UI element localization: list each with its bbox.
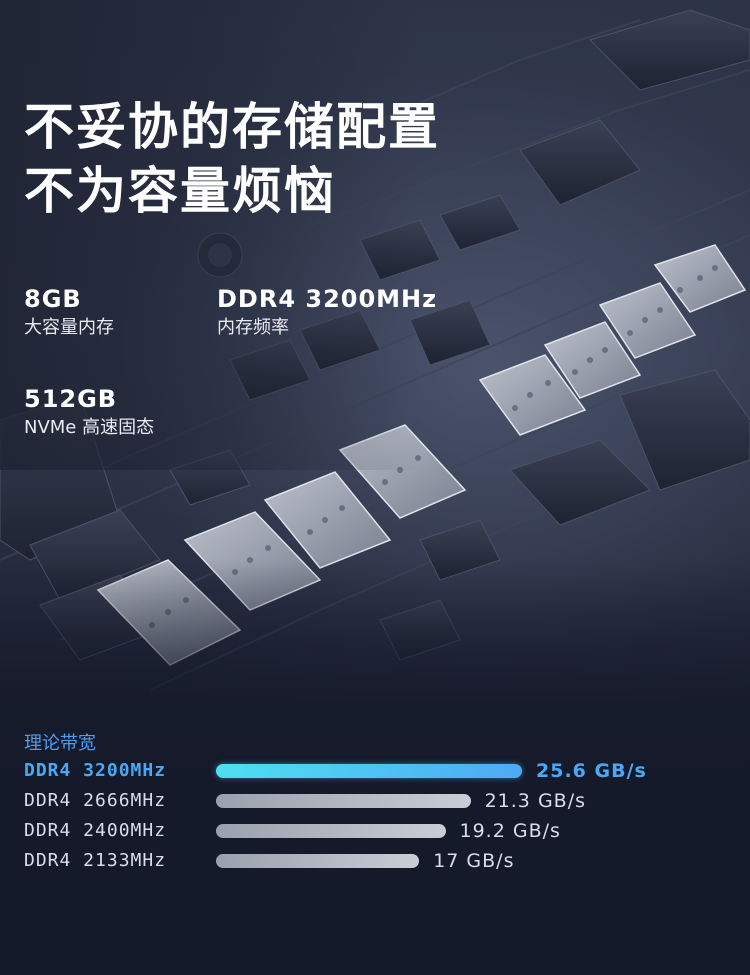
bandwidth-bar [216, 854, 420, 868]
bandwidth-bar [216, 824, 446, 838]
bandwidth-bar [216, 794, 471, 808]
bandwidth-row-name: DDR4 3200MHz [24, 760, 167, 781]
spec-value: 8GB [24, 285, 82, 313]
spec-label: NVMe 高速固态 [24, 417, 155, 438]
headline-line-2: 不为容量烦恼 [24, 162, 336, 220]
bandwidth-row: DDR4 2133MHz 17 GB/s [24, 848, 724, 874]
spec-label: 大容量内存 [24, 317, 114, 338]
spec-value: 512GB [24, 385, 118, 413]
bandwidth-row-name: DDR4 2133MHz [24, 850, 167, 871]
bandwidth-row-value: 17 GB/s [433, 850, 515, 872]
spec-storage: 512GB NVMe 高速固态 [24, 384, 154, 440]
bandwidth-row: DDR4 2666MHz 21.3 GB/s [24, 788, 724, 814]
bandwidth-row-name: DDR4 2666MHz [24, 790, 167, 811]
headline-line-1: 不妥协的存储配置 [24, 98, 440, 156]
bandwidth-row: DDR4 3200MHz 25.6 GB/s [24, 758, 724, 784]
spec-value: DDR4 3200MHz [217, 285, 438, 313]
headline: 不妥协的存储配置 不为容量烦恼 [24, 95, 440, 223]
left-shade [0, 0, 420, 470]
bandwidth-row-value: 25.6 GB/s [536, 760, 647, 782]
bandwidth-row: DDR4 2400MHz 19.2 GB/s [24, 818, 724, 844]
spec-memory-frequency: DDR4 3200MHz 内存频率 [217, 284, 437, 340]
bandwidth-row-value: 21.3 GB/s [484, 790, 586, 812]
bandwidth-row-name: DDR4 2400MHz [24, 820, 167, 841]
bandwidth-bar [216, 764, 522, 778]
bandwidth-row-value: 19.2 GB/s [459, 820, 561, 842]
spec-label: 内存频率 [217, 317, 289, 338]
spec-memory-capacity: 8GB 大容量内存 [24, 284, 114, 340]
bandwidth-title: 理论带宽 [24, 733, 96, 754]
